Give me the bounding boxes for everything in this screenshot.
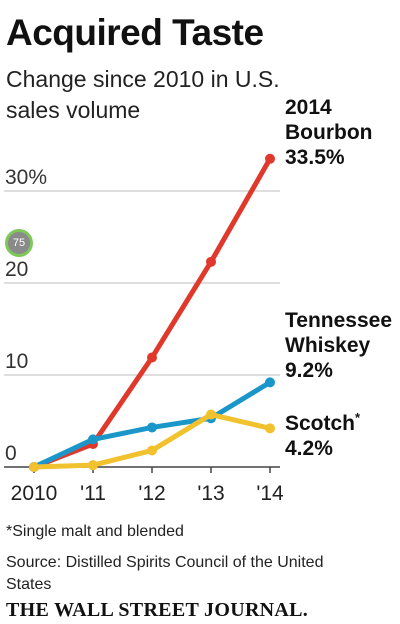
x-tick-label: '13 (197, 482, 224, 505)
data-point (265, 377, 275, 388)
data-point (88, 460, 98, 471)
line-chart: 0 10 20 30% 2010 '11 '12 '13 '14 2014Bourbon33.5%… (4, 96, 392, 505)
series-end-label: Bourbon (285, 121, 372, 144)
data-point (147, 422, 157, 433)
data-point (265, 153, 275, 164)
x-tick-label: 2010 (11, 482, 58, 505)
series-end-label: Tennessee (285, 309, 392, 332)
publisher-logo: THE WALL STREET JOURNAL. (6, 599, 309, 621)
data-point (147, 352, 157, 363)
x-tick-label: '12 (138, 482, 165, 505)
chart-title: Acquired Taste (6, 12, 264, 53)
series-end-label: Whiskey (285, 334, 371, 357)
data-point (265, 423, 275, 434)
footnote: *Single malt and blended (6, 523, 184, 540)
data-point (29, 462, 39, 472)
data-point (206, 409, 216, 420)
y-tick-label: 10 (5, 350, 28, 373)
series-end-label: 2014 (285, 96, 332, 119)
x-tick-label: '11 (80, 482, 106, 505)
y-tick-label: 0 (5, 442, 17, 465)
progress-badge[interactable]: 75 (5, 229, 33, 257)
source-note: Source: Distilled Spirits Council of the… (6, 554, 324, 593)
data-point (88, 434, 98, 445)
chart-subtitle: Change since 2010 in U.S. sales volume (6, 66, 280, 123)
series-line-scotch (31, 412, 273, 470)
series-end-label: 33.5% (285, 146, 345, 169)
series-end-label: Scotch* (285, 410, 361, 435)
data-point (147, 445, 157, 456)
y-tick-label: 20 (5, 258, 28, 281)
y-tick-label: 30% (5, 166, 47, 189)
series-end-label: 9.2% (285, 359, 333, 382)
data-point (206, 256, 216, 267)
series-end-label: 4.2% (285, 437, 333, 460)
x-tick-label: '14 (256, 482, 284, 505)
